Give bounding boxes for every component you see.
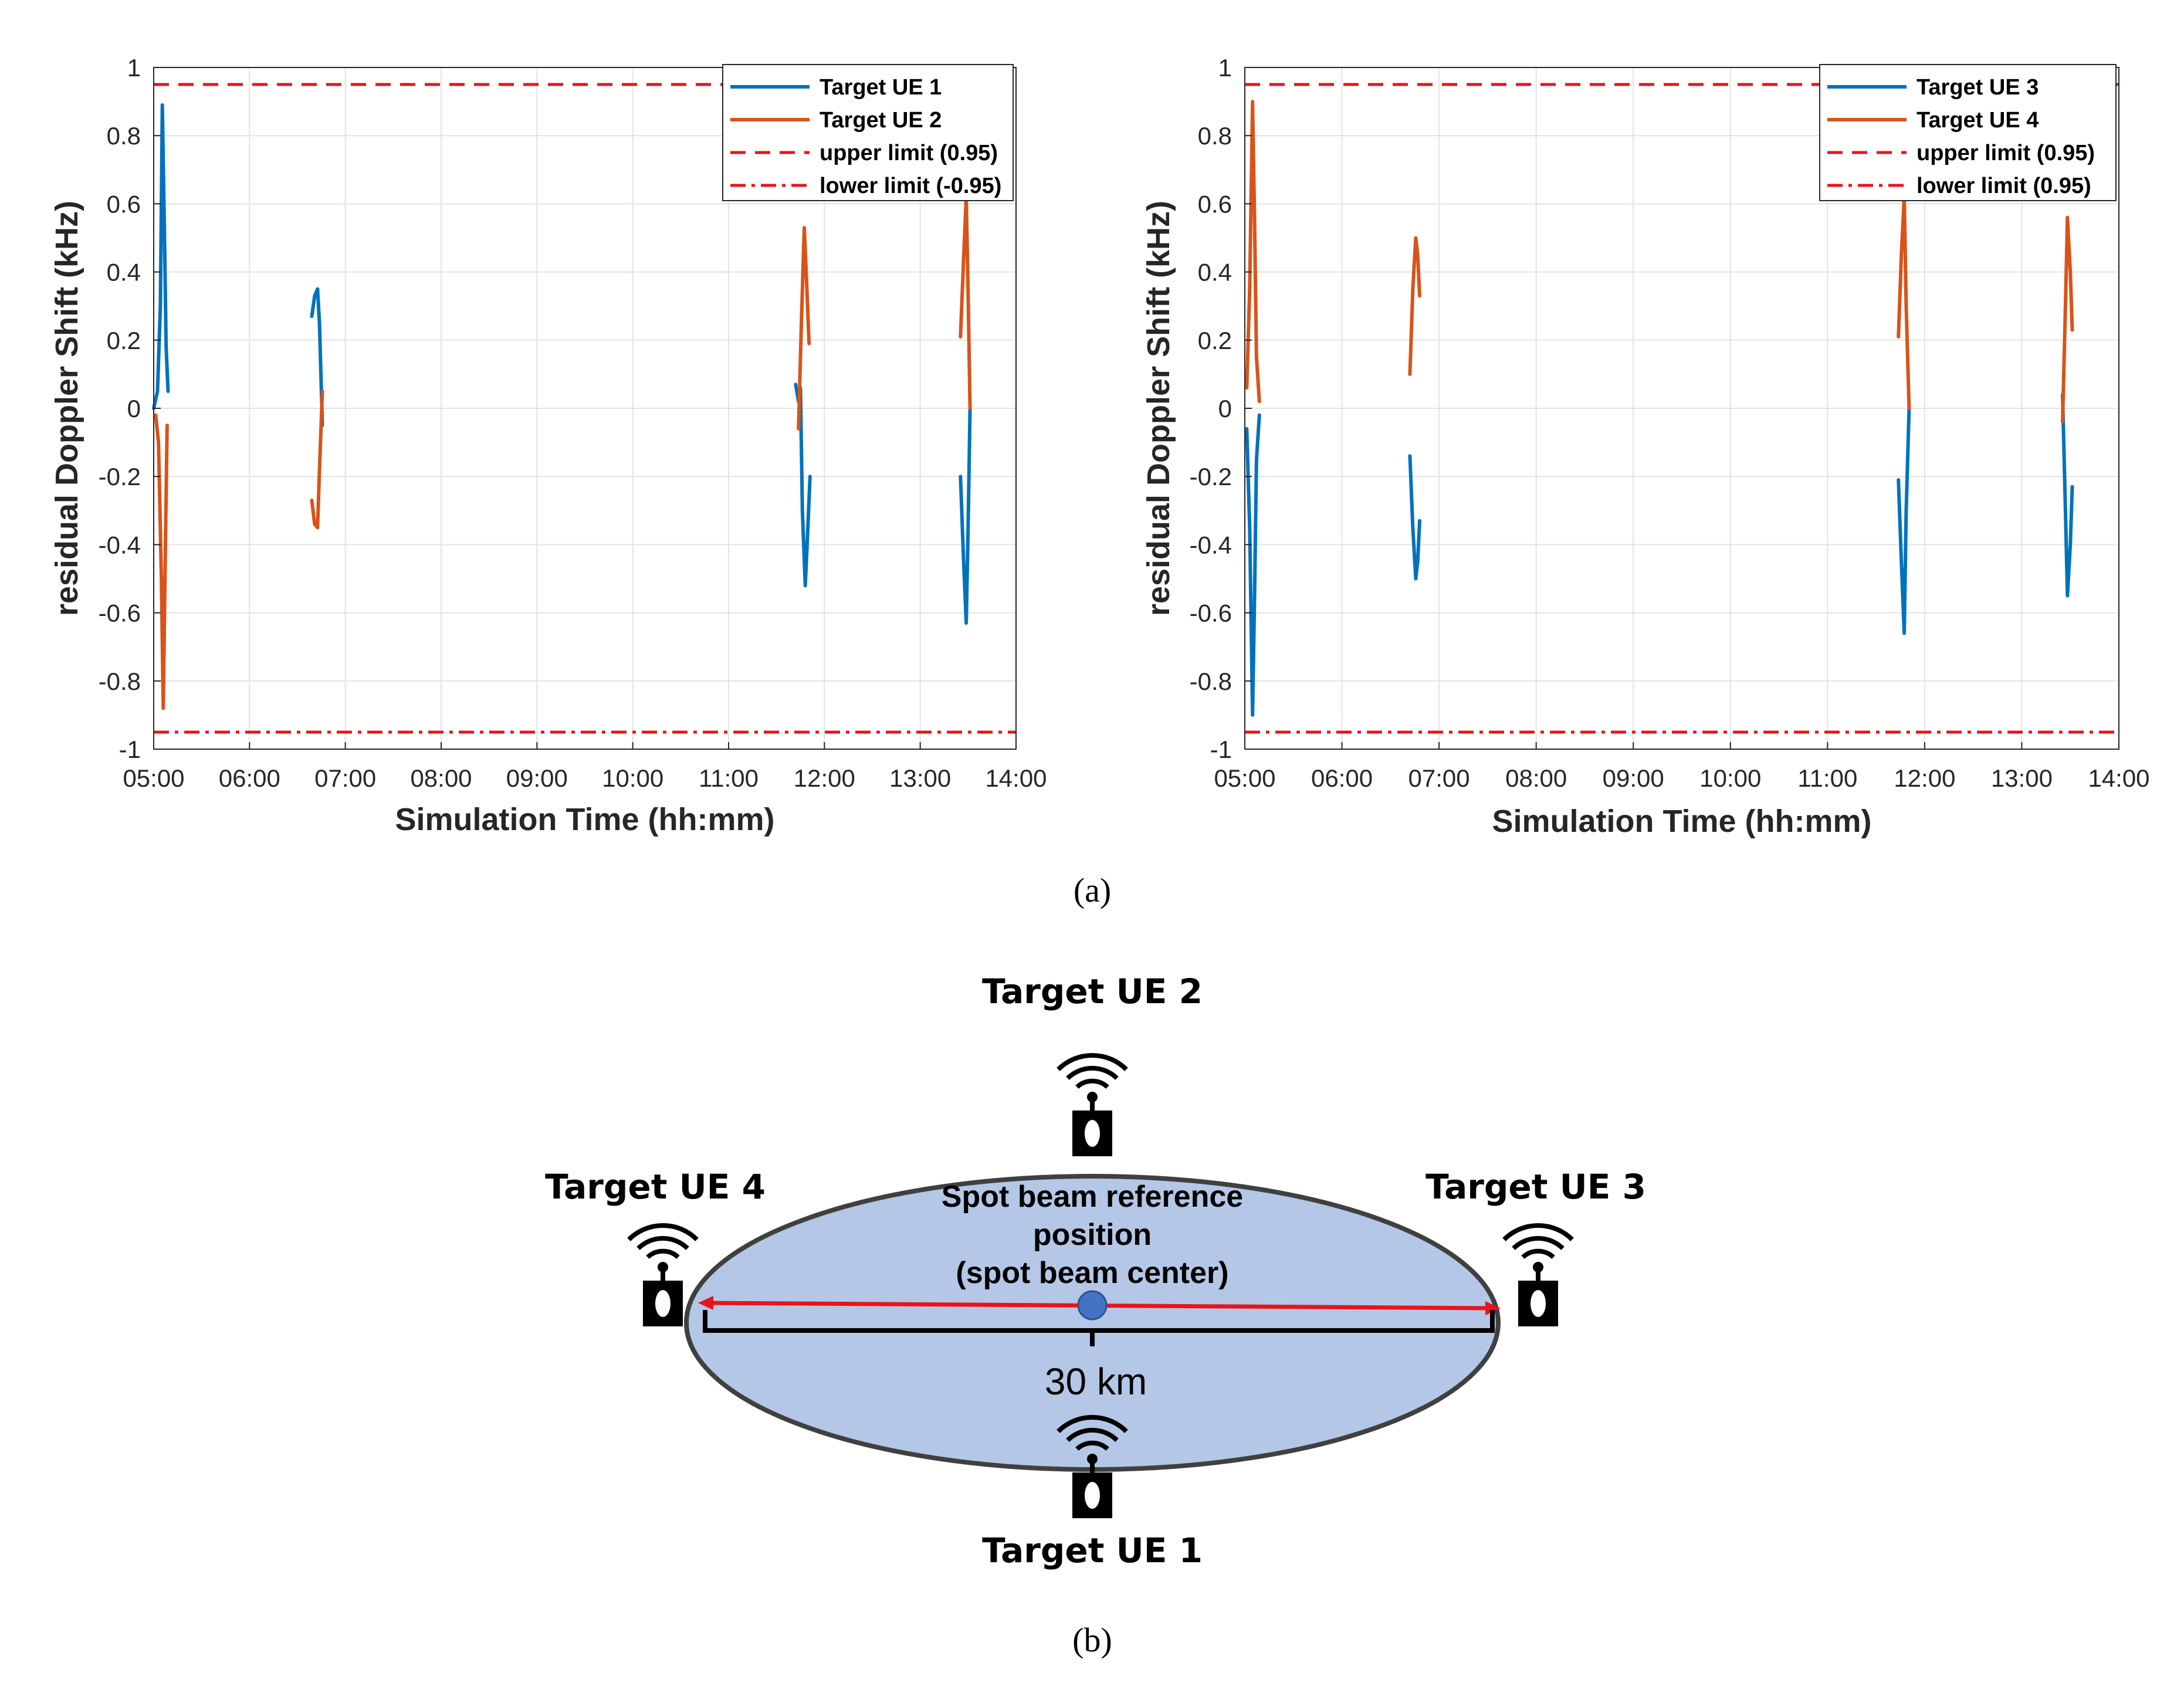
series-segment: [152, 103, 170, 410]
y-tick-label: -0.4: [1190, 531, 1232, 558]
distance-bracket: [703, 1310, 1495, 1333]
x-tick-label: 14:00: [985, 764, 1047, 792]
x-tick-label: 06:00: [1311, 764, 1373, 792]
x-tick-label: 05:00: [123, 764, 184, 792]
label-target-ue1: Target UE 1: [982, 1531, 1203, 1570]
legend: Target UE 1 Target UE 2 upper limit (0.9…: [722, 64, 1014, 201]
chart-right: -1 -0.8 -0.6 -0.4 -0.2 0 0.2 0.4 0.6 0.8 1 05:00 06…: [1141, 54, 2150, 839]
label-target-ue4: Target UE 4: [545, 1167, 766, 1207]
y-tick-label: 0.2: [1198, 327, 1232, 354]
y-tick-label: 0: [1218, 395, 1232, 422]
y-tick-label: -0.2: [1190, 463, 1232, 490]
series-segment: [154, 413, 169, 710]
legend: Target UE 3 Target UE 4 upper limit (0.9…: [1819, 64, 2117, 201]
y-tick-label: 0.6: [107, 190, 141, 218]
series-segment: [2061, 215, 2074, 424]
center-label-line2: position: [1033, 1218, 1152, 1252]
y-tick-label: 0.8: [1198, 122, 1232, 150]
legend-label-ue4: Target UE 4: [1916, 108, 2039, 133]
y-tick-label: -1: [1210, 736, 1232, 763]
chart-left: -1 -0.8 -0.6 -0.4 -0.2 0 0.2 0.4 0.6 0.8 1 05:00 06…: [49, 54, 1047, 837]
y-tick-label: -0.8: [1190, 668, 1232, 695]
x-tick-label: 07:00: [314, 764, 376, 792]
y-tick-label: 0.4: [1198, 259, 1232, 286]
y-tick-label: 1: [127, 54, 141, 82]
x-tick-label: 13:00: [889, 764, 951, 792]
y-tick-label: 0.4: [107, 259, 141, 286]
caption-b: (b): [1072, 1621, 1112, 1659]
ue1-device-icon: [1057, 1414, 1128, 1518]
legend-label-upper: upper limit (0.95): [820, 141, 998, 165]
y-tick-label: 1: [1218, 54, 1232, 82]
series-segment: [1245, 100, 1261, 404]
x-tick-label: 05:00: [1214, 764, 1275, 792]
x-tick-label: 09:00: [506, 764, 568, 792]
x-tick-label: 13:00: [1991, 764, 2053, 792]
x-tick-label: 10:00: [1699, 764, 1761, 792]
y-tick-label: 0: [127, 395, 141, 422]
y-axis-label: residual Doppler Shift (kHz): [49, 201, 84, 616]
x-tick-label: 08:00: [410, 764, 472, 792]
series-segment: [959, 407, 972, 625]
ue3-device-icon: [1502, 1223, 1574, 1326]
x-tick-label: 11:00: [1797, 764, 1857, 792]
x-axis-label: Simulation Time (hh:mm): [395, 802, 774, 837]
series-segment: [798, 386, 812, 588]
x-ticks: 05:00 06:00 07:00 08:00 09:00 10:00 11:00 12:00…: [123, 742, 1047, 792]
center-label-line3: (spot beam center): [956, 1256, 1228, 1290]
legend-label-ue1: Target UE 1: [820, 75, 942, 100]
spot-beam-diagram: Target UE 2 Target UE 4 Target UE 3 Targ…: [545, 971, 1646, 1570]
label-target-ue3: Target UE 3: [1425, 1167, 1646, 1207]
y-tick-label: -0.6: [1190, 600, 1232, 627]
series-segment: [310, 389, 324, 530]
y-ticks: -1 -0.8 -0.6 -0.4 -0.2 0 0.2 0.4 0.6 0.8 1: [99, 54, 161, 763]
y-tick-label: 0.6: [1198, 190, 1232, 218]
legend-label-ue2: Target UE 2: [820, 108, 942, 133]
arrow-head-left: [698, 1296, 713, 1310]
caption-a: (a): [1074, 871, 1111, 909]
series-segment: [1245, 413, 1261, 717]
x-tick-label: 07:00: [1408, 764, 1470, 792]
x-tick-label: 11:00: [699, 764, 759, 792]
x-tick-label: 06:00: [219, 764, 280, 792]
series-segment: [797, 226, 811, 431]
x-axis-label: Simulation Time (hh:mm): [1492, 804, 1871, 839]
series-lines: [1245, 100, 2074, 717]
ue2-device-icon: [1057, 1052, 1128, 1156]
y-ticks: -1 -0.8 -0.6 -0.4 -0.2 0 0.2 0.4 0.6 0.8 1: [1190, 54, 1252, 763]
series-segment: [1408, 454, 1421, 581]
x-tick-label: 10:00: [602, 764, 663, 792]
spot-beam-center-dot: [1077, 1290, 1108, 1321]
x-tick-label: 09:00: [1603, 764, 1664, 792]
y-tick-label: 0.8: [107, 122, 141, 150]
y-tick-label: 0.2: [107, 327, 141, 354]
x-ticks: 05:00 06:00 07:00 08:00 09:00 10:00 11:00 12:00…: [1214, 742, 2150, 792]
y-axis-label: residual Doppler Shift (kHz): [1141, 201, 1176, 616]
ue4-device-icon: [627, 1223, 699, 1326]
series-segment: [1408, 236, 1421, 376]
label-target-ue2: Target UE 2: [982, 971, 1203, 1011]
x-tick-label: 12:00: [1894, 764, 1955, 792]
distance-label: 30 km: [1045, 1360, 1147, 1403]
series-segment: [1897, 407, 1911, 635]
legend-label-ue3: Target UE 3: [1916, 75, 2039, 100]
y-tick-label: -1: [119, 736, 141, 763]
y-tick-label: -0.4: [99, 531, 141, 558]
legend-label-upper: upper limit (0.95): [1916, 141, 2095, 165]
y-tick-label: -0.6: [99, 600, 141, 627]
arrow-head-right: [1485, 1301, 1501, 1315]
y-tick-label: -0.2: [99, 463, 141, 490]
series-segment: [2061, 392, 2074, 598]
series-lines: [152, 103, 972, 710]
y-tick-label: -0.8: [99, 668, 141, 695]
x-tick-label: 14:00: [2088, 764, 2149, 792]
center-label-line1: Spot beam reference: [942, 1180, 1243, 1214]
x-tick-label: 08:00: [1505, 764, 1567, 792]
series-segment: [310, 287, 324, 428]
legend-label-lower: lower limit (-0.95): [820, 174, 1001, 198]
x-tick-label: 12:00: [794, 764, 855, 792]
legend-label-lower: lower limit (0.95): [1916, 174, 2091, 198]
